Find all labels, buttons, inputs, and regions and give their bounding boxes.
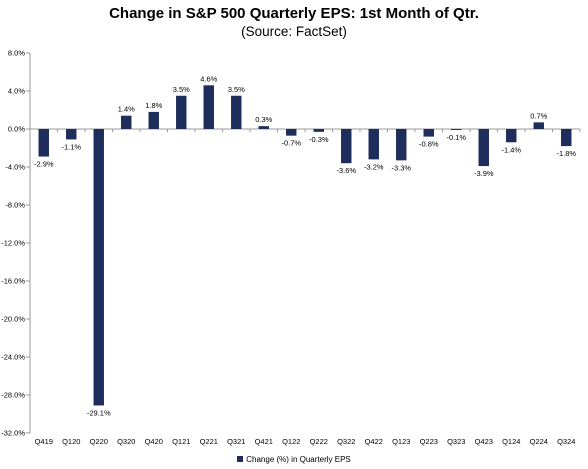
bar [176,95,187,129]
x-tick-label: Q323 [447,437,465,446]
bar [38,129,49,157]
bar [258,126,269,129]
chart-subtitle: (Source: FactSet) [241,24,347,39]
legend-swatch [237,456,244,462]
bar [66,129,77,140]
data-label: 4.6% [200,74,217,83]
x-tick-label: Q322 [337,437,355,446]
x-tick-label: Q320 [117,437,135,446]
data-label: -0.3% [309,135,329,144]
y-tick-label: -28.0% [1,391,25,400]
x-tick-label: Q122 [282,437,300,446]
data-label: -0.1% [446,133,466,142]
y-tick-label: -8.0% [5,201,25,210]
data-label: 0.3% [255,115,272,124]
x-tick-label: Q423 [475,437,493,446]
x-tick-label: Q120 [62,437,80,446]
y-tick-label: -24.0% [1,353,25,362]
data-label: -3.3% [391,163,411,172]
bar [148,111,159,129]
data-label: -1.4% [501,145,521,154]
y-tick-label: -16.0% [1,277,25,286]
bar [93,129,104,406]
data-label: -1.8% [556,149,576,158]
legend-label: Change (%) in Quarterly EPS [246,455,351,464]
data-label: -3.2% [364,162,384,171]
bar [478,129,489,167]
y-tick-label: 0.0% [8,125,25,134]
x-tick-label: Q221 [200,437,218,446]
bar [341,129,352,164]
data-label: -0.8% [419,140,439,149]
y-tick-label: 4.0% [8,87,25,96]
data-label: -3.6% [336,166,356,175]
data-label: -2.9% [34,160,54,169]
data-label: -29.1% [87,408,111,417]
bar [506,129,517,143]
x-tick-label: Q321 [227,437,245,446]
bar [423,129,434,137]
data-label: 1.8% [145,101,162,110]
x-tick-label: Q222 [310,437,328,446]
data-label: -0.7% [281,139,301,148]
bar [561,129,572,147]
bar [396,129,407,161]
bar [231,95,242,129]
y-tick-label: -20.0% [1,315,25,324]
data-label: 0.7% [530,111,547,120]
bar [313,129,324,132]
x-tick-label: Q420 [145,437,163,446]
bar [533,122,544,129]
y-tick-label: -32.0% [1,429,25,438]
data-label: 3.5% [228,85,245,94]
data-label: 3.5% [173,85,190,94]
x-tick-label: Q223 [420,437,438,446]
y-tick-label: -4.0% [5,163,25,172]
legend: Change (%) in Quarterly EPS [0,455,588,464]
x-tick-label: Q421 [255,437,273,446]
x-tick-label: Q220 [90,437,108,446]
chart-title: Change in S&P 500 Quarterly EPS: 1st Mon… [109,5,479,22]
data-label: -3.9% [474,169,494,178]
bar [121,115,132,129]
data-label: -1.1% [61,142,81,151]
x-tick-label: Q324 [557,437,575,446]
bar [203,85,214,129]
x-tick-label: Q422 [365,437,383,446]
x-tick-label: Q224 [530,437,548,446]
x-tick-label: Q123 [392,437,410,446]
x-tick-label: Q419 [35,437,53,446]
x-tick-label: Q121 [172,437,190,446]
bar [286,129,297,136]
bar [451,129,462,130]
y-tick-label: -12.0% [1,239,25,248]
x-tick-label: Q124 [502,437,520,446]
bar [368,129,379,160]
data-label: 1.4% [118,105,135,114]
y-tick-label: 8.0% [8,49,25,58]
